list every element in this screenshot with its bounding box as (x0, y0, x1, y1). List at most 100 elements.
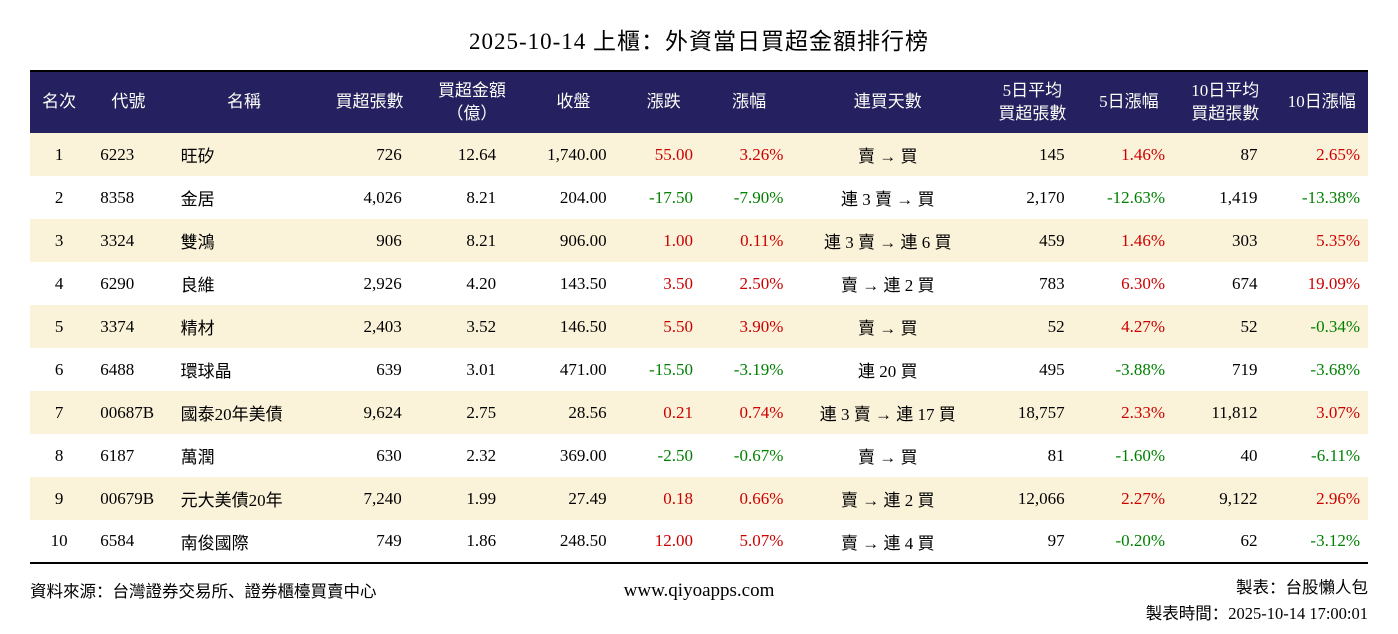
cell-change: 0.18 (622, 477, 705, 520)
cell-rank: 7 (30, 391, 89, 434)
cell-streak: 連 3 賣 → 買 (793, 176, 983, 219)
cell-streak: 賣 → 買 (793, 133, 983, 176)
cell-code: 6584 (88, 520, 169, 563)
cell-name: 環球晶 (168, 348, 320, 391)
table-row: 2 8358 金居 4,026 8.21 204.00 -17.50 -7.90% 連 3 賣 … (30, 176, 1368, 219)
col-header-avg5_vol: 5日平均 買超張數 (982, 71, 1083, 133)
cell-net_buy_vol: 9,624 (319, 391, 420, 434)
cell-streak: 賣 → 連 2 買 (793, 477, 983, 520)
cell-avg5_vol: 783 (982, 262, 1083, 305)
cell-pct5: -1.60% (1082, 434, 1176, 477)
cell-change: 0.21 (622, 391, 705, 434)
page-title: 2025-10-14 上櫃：外資當日買超金額排行榜 (468, 29, 930, 54)
table-row: 10 6584 南俊國際 749 1.86 248.50 12.00 5.07% 賣 → 連 4… (30, 520, 1368, 563)
cell-change_pct: 0.74% (704, 391, 794, 434)
cell-rank: 1 (30, 133, 89, 176)
cell-net_buy_vol: 630 (319, 434, 420, 477)
cell-close: 248.50 (524, 520, 623, 563)
cell-close: 27.49 (524, 477, 623, 520)
table-body: 1 6223 旺矽 726 12.64 1,740.00 55.00 3.26% 賣 → 買 14… (30, 133, 1368, 563)
cell-code: 3374 (88, 305, 169, 348)
cell-change_pct: 3.26% (704, 133, 794, 176)
col-header-pct5: 5日漲幅 (1082, 71, 1176, 133)
cell-rank: 8 (30, 434, 89, 477)
cell-change: 55.00 (622, 133, 705, 176)
cell-pct10: -0.34% (1275, 305, 1368, 348)
cell-change_pct: 2.50% (704, 262, 794, 305)
cell-pct5: 6.30% (1082, 262, 1176, 305)
cell-net_buy_amt: 1.86 (419, 520, 525, 563)
cell-streak: 賣 → 連 4 買 (793, 520, 983, 563)
cell-change_pct: -7.90% (704, 176, 794, 219)
col-header-change: 漲跌 (622, 71, 705, 133)
cell-net_buy_vol: 749 (319, 520, 420, 563)
made-time-text: 製表時間：2025-10-14 17:00:01 (1145, 603, 1368, 623)
cell-rank: 10 (30, 520, 89, 563)
cell-code: 3324 (88, 219, 169, 262)
cell-code: 6488 (88, 348, 169, 391)
cell-close: 471.00 (524, 348, 623, 391)
cell-pct5: -3.88% (1082, 348, 1176, 391)
cell-pct5: 1.46% (1082, 133, 1176, 176)
cell-avg5_vol: 52 (982, 305, 1083, 348)
cell-net_buy_amt: 3.52 (419, 305, 525, 348)
cell-pct10: 19.09% (1275, 262, 1368, 305)
cell-avg10_vol: 1,419 (1175, 176, 1276, 219)
cell-avg5_vol: 2,170 (982, 176, 1083, 219)
cell-net_buy_amt: 8.21 (419, 219, 525, 262)
cell-avg5_vol: 97 (982, 520, 1083, 563)
cell-name: 精材 (168, 305, 320, 348)
cell-streak: 賣 → 買 (793, 434, 983, 477)
cell-avg10_vol: 40 (1175, 434, 1276, 477)
cell-net_buy_amt: 3.01 (419, 348, 525, 391)
cell-change_pct: 0.11% (704, 219, 794, 262)
cell-rank: 5 (30, 305, 89, 348)
cell-net_buy_vol: 2,403 (319, 305, 420, 348)
cell-pct5: 2.27% (1082, 477, 1176, 520)
cell-net_buy_amt: 2.75 (419, 391, 525, 434)
cell-name: 國泰20年美債 (168, 391, 320, 434)
cell-pct5: 4.27% (1082, 305, 1176, 348)
cell-pct5: 2.33% (1082, 391, 1176, 434)
cell-net_buy_vol: 2,926 (319, 262, 420, 305)
cell-streak: 連 20 買 (793, 348, 983, 391)
cell-close: 28.56 (524, 391, 623, 434)
table-header-row: 名次 代號 名稱 買超張數 買超金額 （億） 收盤 漲跌 漲幅 連買天數 5日平均 買超張數 5日漲… (30, 71, 1368, 133)
cell-avg5_vol: 12,066 (982, 477, 1083, 520)
table-row: 9 00679B 元大美債20年 7,240 1.99 27.49 0.18 0.66% 賣 →… (30, 477, 1368, 520)
cell-close: 146.50 (524, 305, 623, 348)
cell-close: 204.00 (524, 176, 623, 219)
cell-change: -2.50 (622, 434, 705, 477)
cell-rank: 3 (30, 219, 89, 262)
cell-pct5: -12.63% (1082, 176, 1176, 219)
cell-avg10_vol: 303 (1175, 219, 1276, 262)
col-header-streak: 連買天數 (793, 71, 983, 133)
cell-change: 12.00 (622, 520, 705, 563)
cell-change: -15.50 (622, 348, 705, 391)
cell-pct10: 2.96% (1275, 477, 1368, 520)
table-row: 1 6223 旺矽 726 12.64 1,740.00 55.00 3.26% 賣 → 買 14… (30, 133, 1368, 176)
cell-avg10_vol: 719 (1175, 348, 1276, 391)
cell-change: 5.50 (622, 305, 705, 348)
cell-pct10: -13.38% (1275, 176, 1368, 219)
credits-block: 製表：台股懶人包 製表時間：2025-10-14 17:00:01 (774, 575, 1368, 626)
cell-net_buy_amt: 8.21 (419, 176, 525, 219)
cell-avg10_vol: 11,812 (1175, 391, 1276, 434)
cell-change: 3.50 (622, 262, 705, 305)
cell-avg5_vol: 459 (982, 219, 1083, 262)
cell-net_buy_vol: 906 (319, 219, 420, 262)
cell-avg10_vol: 87 (1175, 133, 1276, 176)
cell-net_buy_vol: 639 (319, 348, 420, 391)
cell-streak: 連 3 賣 → 連 6 買 (793, 219, 983, 262)
cell-name: 旺矽 (168, 133, 320, 176)
cell-rank: 2 (30, 176, 89, 219)
cell-avg10_vol: 62 (1175, 520, 1276, 563)
col-header-name: 名稱 (168, 71, 320, 133)
data-source-text: 資料來源：台灣證券交易所、證券櫃檯買賣中心 (30, 582, 377, 601)
cell-pct10: 5.35% (1275, 219, 1368, 262)
cell-code: 6290 (88, 262, 169, 305)
cell-name: 南俊國際 (168, 520, 320, 563)
cell-code: 8358 (88, 176, 169, 219)
cell-change_pct: 0.66% (704, 477, 794, 520)
cell-pct10: -3.68% (1275, 348, 1368, 391)
